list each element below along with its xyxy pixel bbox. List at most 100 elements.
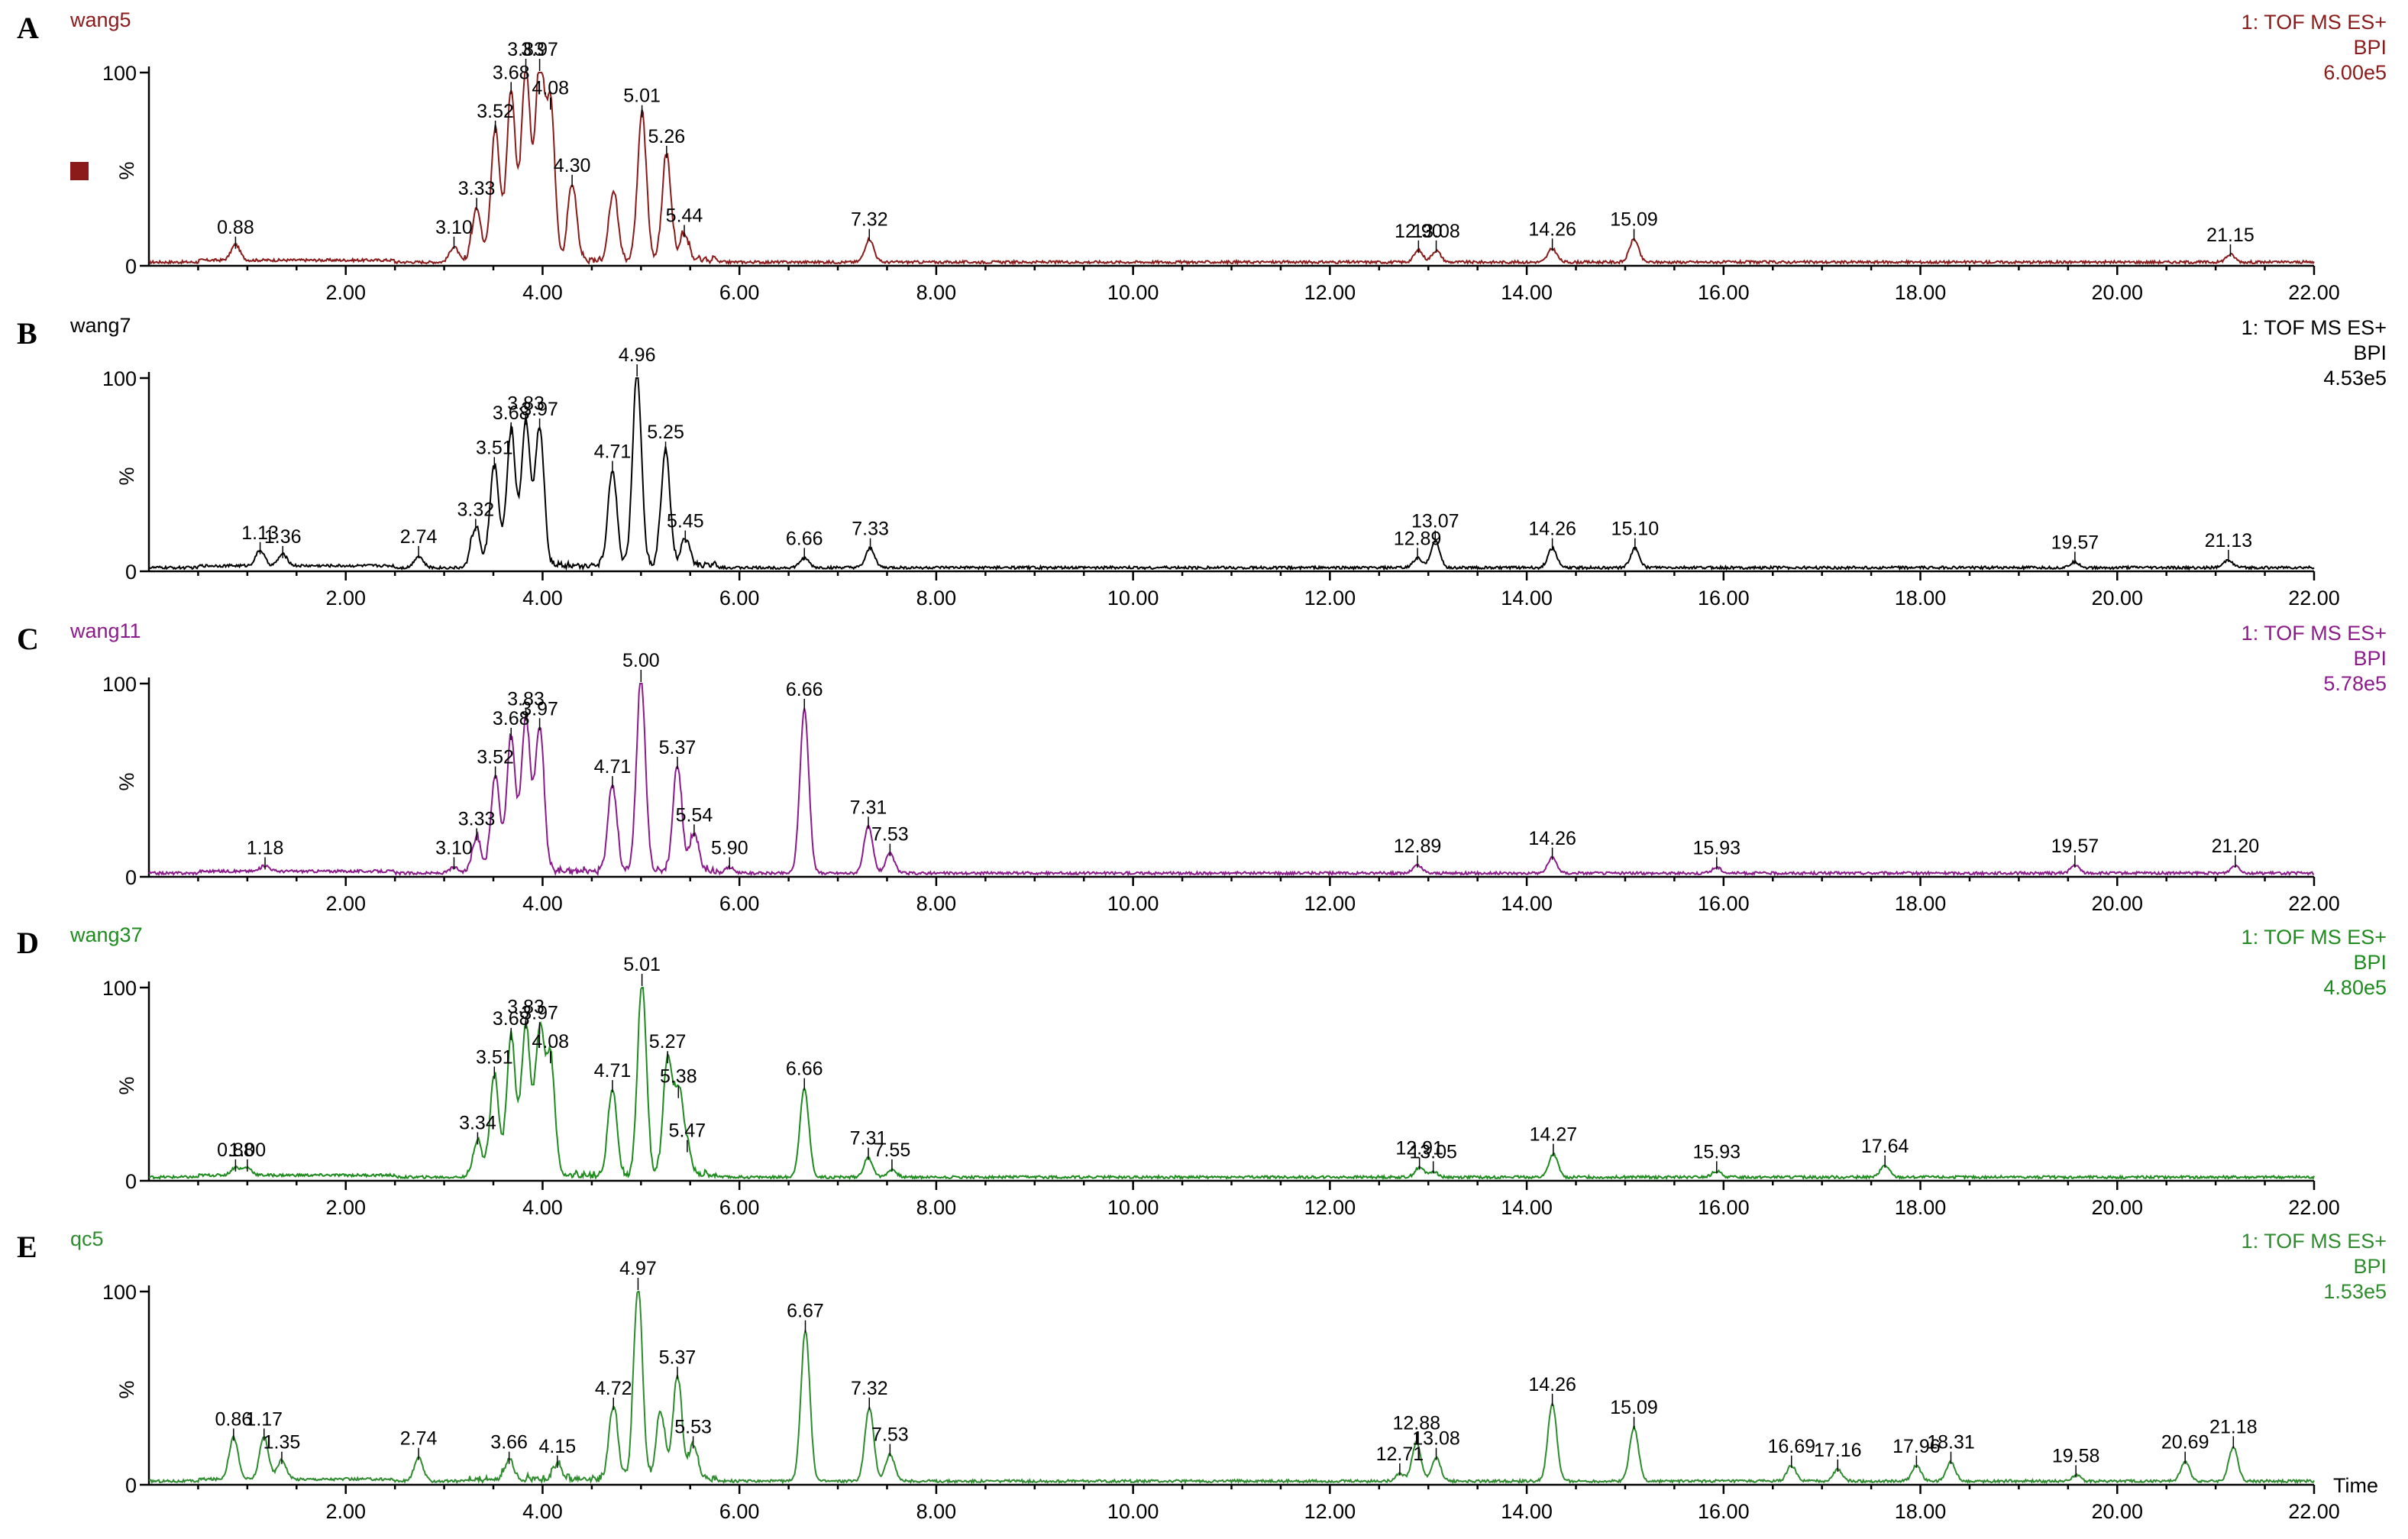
peak-label: 4.08 [532, 1031, 569, 1052]
peak-label: 13.07 [1411, 511, 1459, 532]
peak-label: 7.32 [851, 1378, 888, 1399]
peak-label: 3.10 [435, 837, 473, 858]
x-tick-label: 12.00 [1304, 892, 1356, 915]
header-line: 4.53e5 [2323, 367, 2387, 390]
peak-label: 5.44 [666, 205, 703, 227]
peak-label: 1.13 [241, 522, 279, 544]
y-axis-label: % [115, 161, 138, 179]
peak-label: 1.18 [247, 837, 284, 858]
peak-label: 3.83 [507, 689, 545, 710]
x-tick-label: 2.00 [325, 1500, 366, 1523]
panel-letter: E [17, 1230, 37, 1264]
peak-label: 4.72 [595, 1378, 632, 1399]
x-tick-label: 14.00 [1501, 281, 1553, 304]
peak-label: 5.37 [659, 1347, 697, 1368]
peak-label: 13.08 [1412, 1428, 1460, 1450]
peak-label: 3.33 [458, 808, 496, 829]
peak-label: 5.90 [711, 837, 748, 858]
peak-label: 14.26 [1528, 218, 1576, 240]
peak-label: 12.91 [1395, 1137, 1443, 1159]
peak-label: 5.37 [659, 737, 697, 758]
peak-label: 5.00 [622, 650, 660, 671]
sample-name: wang11 [69, 619, 141, 642]
y-tick-label: 0 [125, 1170, 137, 1193]
panel-letter: B [17, 316, 37, 351]
chromatogram-trace [148, 683, 2315, 877]
chromatogram-trace [148, 987, 2315, 1181]
peak-label: 1.17 [245, 1408, 283, 1430]
x-tick-label: 2.00 [325, 1196, 366, 1219]
x-tick-label: 18.00 [1895, 587, 1947, 609]
header-line: BPI [2353, 647, 2387, 670]
peak-label: 6.66 [786, 1059, 823, 1080]
peak-label: 2.74 [400, 1428, 438, 1450]
y-tick-label: 0 [125, 561, 137, 584]
peak-label: 3.83 [507, 997, 545, 1018]
peak-label: 16.69 [1767, 1436, 1815, 1457]
peak-label: 6.66 [786, 679, 823, 700]
x-tick-label: 18.00 [1895, 1500, 1947, 1523]
x-tick-label: 18.00 [1895, 1196, 1947, 1219]
peak-label: 5.01 [623, 954, 661, 975]
header-line: BPI [2353, 341, 2387, 364]
peak-label: 0.86 [215, 1408, 252, 1430]
x-tick-label: 6.00 [719, 892, 760, 915]
peak-label: 6.67 [787, 1301, 824, 1322]
peak-label: 12.89 [1394, 528, 1442, 549]
peak-label: 13.08 [1412, 221, 1460, 242]
x-tick-label: 18.00 [1895, 892, 1947, 915]
x-tick-label: 2.00 [325, 892, 366, 915]
x-tick-label: 20.00 [2091, 892, 2143, 915]
x-tick-label: 22.00 [2288, 281, 2340, 304]
header-line: 1.53e5 [2323, 1280, 2387, 1303]
peak-label: 3.33 [458, 178, 496, 199]
peak-label: 3.52 [477, 101, 514, 122]
peak-label: 5.38 [660, 1066, 697, 1088]
chromatogram-trace [148, 72, 2315, 266]
peak-label: 15.93 [1693, 837, 1741, 858]
sample-name: qc5 [70, 1227, 104, 1250]
x-tick-label: 16.00 [1698, 1196, 1750, 1219]
peak-label: 3.66 [490, 1432, 528, 1453]
peak-label: 7.31 [850, 1128, 887, 1149]
peak-label: 4.97 [619, 1258, 657, 1279]
peak-label: 3.68 [493, 62, 530, 83]
x-tick-label: 6.00 [719, 587, 760, 609]
peak-label: 7.53 [871, 824, 909, 845]
x-tick-label: 16.00 [1698, 892, 1750, 915]
peak-label: 3.83 [507, 39, 545, 60]
y-axis-label: % [115, 1076, 138, 1094]
peak-label: 17.16 [1814, 1440, 1862, 1461]
peak-label: 21.13 [2205, 530, 2253, 551]
peak-label: 3.51 [476, 1046, 513, 1068]
header-line: 1: TOF MS ES+ [2242, 1230, 2387, 1253]
x-tick-label: 12.00 [1304, 1196, 1356, 1219]
x-tick-label: 18.00 [1895, 281, 1947, 304]
peak-label: 12.71 [1376, 1444, 1424, 1465]
x-tick-label: 22.00 [2288, 587, 2340, 609]
x-tick-label: 4.00 [522, 892, 563, 915]
y-tick-label: 100 [102, 977, 137, 1000]
x-tick-label: 16.00 [1698, 1500, 1750, 1523]
header-line: 1: TOF MS ES+ [2242, 316, 2387, 339]
header-line: BPI [2353, 1255, 2387, 1278]
peak-label: 12.88 [1392, 1412, 1440, 1434]
peak-label: 1.36 [264, 526, 302, 548]
header-line: 1: TOF MS ES+ [2242, 11, 2387, 34]
x-tick-label: 12.00 [1304, 281, 1356, 304]
panel-letter: A [17, 11, 39, 45]
x-tick-label: 16.00 [1698, 281, 1750, 304]
peak-label: 3.68 [493, 708, 530, 729]
x-tick-label: 6.00 [719, 281, 760, 304]
peak-label: 6.66 [786, 528, 823, 549]
peak-label: 21.15 [2206, 225, 2254, 246]
x-tick-label: 8.00 [916, 587, 957, 609]
y-axis-label: % [115, 1380, 138, 1398]
peak-label: 3.32 [457, 499, 494, 520]
peak-label: 4.71 [594, 756, 632, 778]
header-line: 6.00e5 [2323, 61, 2387, 84]
peak-label: 12.89 [1394, 836, 1442, 857]
